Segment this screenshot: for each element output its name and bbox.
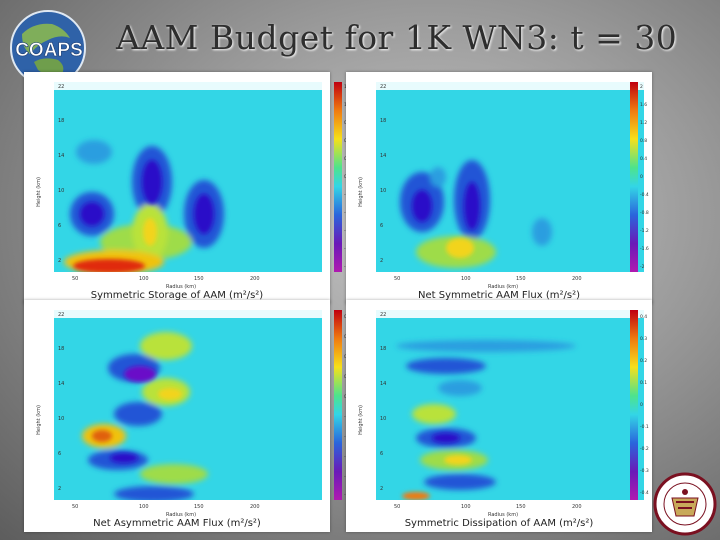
svg-text:22: 22 bbox=[58, 312, 64, 318]
svg-text:0.8: 0.8 bbox=[640, 138, 647, 144]
panel-caption: Net Asymmetric AAM Flux (m²/s²) bbox=[93, 518, 261, 529]
svg-text:-2: -2 bbox=[640, 264, 645, 270]
svg-text:-1.2: -1.2 bbox=[640, 228, 649, 234]
svg-text:10: 10 bbox=[380, 188, 386, 194]
svg-text:-0.1: -0.1 bbox=[640, 424, 649, 430]
ytick-label: 22 bbox=[58, 84, 64, 90]
contour-plot-asymmetric-flux: 22 18 14 10 6 2 bbox=[54, 310, 322, 500]
svg-text:150: 150 bbox=[194, 504, 204, 510]
svg-text:100: 100 bbox=[461, 276, 471, 282]
svg-text:150: 150 bbox=[516, 504, 526, 510]
x-axis: 50 100 150 200 Radius (km) bbox=[394, 276, 582, 290]
panel-net-symmetric-flux: 22 18 14 10 6 2 Height (km) 50 100 150 2… bbox=[346, 72, 652, 304]
contour-plot-symmetric-flux: 22 18 14 10 6 2 bbox=[376, 82, 644, 272]
ytick-label: 18 bbox=[58, 118, 64, 124]
svg-text:0: 0 bbox=[640, 402, 643, 408]
svg-text:Radius (km): Radius (km) bbox=[166, 512, 196, 518]
panel-symmetric-dissipation: 22 18 14 10 6 2 Height (km) 50 100 150 2… bbox=[346, 300, 652, 532]
university-seal bbox=[652, 472, 718, 536]
colorbar-symmetric-flux: 2 1.6 1.2 0.8 0.4 0 -0.4 -0.8 -1.2 -1.6 … bbox=[630, 82, 649, 272]
y-axis-label: Height (km) bbox=[358, 177, 364, 207]
svg-text:2: 2 bbox=[380, 258, 383, 264]
svg-text:14: 14 bbox=[380, 153, 386, 159]
contour-plot-storage: 22 18 14 10 6 2 bbox=[54, 82, 322, 272]
panel-caption: Symmetric Dissipation of AAM (m²/s²) bbox=[404, 518, 594, 529]
xtick-label: 100 bbox=[139, 276, 149, 282]
svg-text:2: 2 bbox=[58, 486, 61, 492]
svg-text:0: 0 bbox=[640, 174, 643, 180]
svg-text:6: 6 bbox=[58, 451, 61, 457]
svg-text:0.1: 0.1 bbox=[640, 380, 647, 386]
coaps-logo: COAPS bbox=[4, 4, 94, 88]
svg-text:Height (km): Height (km) bbox=[36, 405, 42, 435]
svg-text:10: 10 bbox=[380, 416, 386, 422]
panel-net-asymmetric-flux: 22 18 14 10 6 2 Height (km) 50 100 150 2… bbox=[24, 300, 356, 532]
svg-text:200: 200 bbox=[572, 504, 582, 510]
svg-text:150: 150 bbox=[516, 276, 526, 282]
xtick-label: 50 bbox=[72, 276, 78, 282]
svg-text:50: 50 bbox=[72, 504, 78, 510]
svg-text:14: 14 bbox=[380, 381, 386, 387]
svg-text:-0.3: -0.3 bbox=[640, 468, 649, 474]
y-axis-label: Height (km) bbox=[358, 405, 364, 435]
svg-text:6: 6 bbox=[380, 451, 383, 457]
xtick-label: 150 bbox=[194, 276, 204, 282]
svg-text:-1.6: -1.6 bbox=[640, 246, 649, 252]
svg-text:Radius (km): Radius (km) bbox=[488, 284, 518, 290]
x-axis: 50 100 150 200 Radius (km) bbox=[72, 504, 260, 518]
svg-text:10: 10 bbox=[58, 416, 64, 422]
svg-text:0.2: 0.2 bbox=[640, 358, 647, 364]
xtick-label: 200 bbox=[250, 276, 260, 282]
y-axis-label: Height (km) bbox=[36, 177, 42, 207]
svg-text:0.3: 0.3 bbox=[640, 336, 647, 342]
svg-text:18: 18 bbox=[380, 118, 386, 124]
svg-text:18: 18 bbox=[58, 346, 64, 352]
svg-text:2: 2 bbox=[380, 486, 383, 492]
panel-caption: Net Symmetric AAM Flux (m²/s²) bbox=[418, 290, 580, 301]
svg-text:18: 18 bbox=[380, 346, 386, 352]
svg-text:50: 50 bbox=[394, 504, 400, 510]
ytick-label: 14 bbox=[58, 153, 64, 159]
svg-text:50: 50 bbox=[394, 276, 400, 282]
svg-text:-0.8: -0.8 bbox=[640, 210, 649, 216]
x-axis: 50 100 150 200 Radius (km) bbox=[72, 276, 260, 290]
svg-text:-0.4: -0.4 bbox=[640, 192, 649, 198]
svg-text:22: 22 bbox=[380, 84, 386, 90]
slide-title: AAM Budget for 1K WN3: t = 30 bbox=[116, 18, 678, 57]
svg-text:6: 6 bbox=[380, 223, 383, 229]
svg-text:100: 100 bbox=[139, 504, 149, 510]
svg-text:Height (km): Height (km) bbox=[358, 177, 364, 207]
y-axis-label: Height (km) bbox=[36, 405, 42, 435]
svg-text:0: 0 bbox=[344, 174, 347, 180]
svg-text:0.4: 0.4 bbox=[640, 156, 647, 162]
svg-text:200: 200 bbox=[572, 276, 582, 282]
svg-text:14: 14 bbox=[58, 381, 64, 387]
svg-text:200: 200 bbox=[250, 504, 260, 510]
svg-text:0.4: 0.4 bbox=[640, 314, 647, 320]
svg-text:100: 100 bbox=[461, 504, 471, 510]
svg-text:Height (km): Height (km) bbox=[36, 177, 42, 207]
ytick-label: 10 bbox=[58, 188, 64, 194]
svg-text:1.6: 1.6 bbox=[640, 102, 647, 108]
svg-text:Radius (km): Radius (km) bbox=[488, 512, 518, 518]
panel-caption: Symmetric Storage of AAM (m²/s²) bbox=[90, 290, 264, 301]
svg-text:2: 2 bbox=[640, 84, 643, 90]
colorbar-dissipation: 0.4 0.3 0.2 0.1 0 -0.1 -0.2 -0.3 -0.4 bbox=[630, 310, 649, 500]
x-axis: 50 100 150 200 Radius (km) bbox=[394, 504, 582, 518]
ytick-label: 2 bbox=[58, 258, 61, 264]
x-axis-label: Radius (km) bbox=[166, 284, 196, 290]
ytick-label: 6 bbox=[58, 223, 61, 229]
panel-symmetric-storage: 22 18 14 10 6 2 Height (km) 50 100 150 2… bbox=[24, 72, 353, 304]
svg-text:Height (km): Height (km) bbox=[358, 405, 364, 435]
svg-text:-0.4: -0.4 bbox=[640, 490, 649, 496]
svg-text:-0.2: -0.2 bbox=[640, 446, 649, 452]
contour-plot-dissipation: 22 18 14 10 6 2 bbox=[376, 310, 644, 500]
svg-text:1.2: 1.2 bbox=[640, 120, 647, 126]
svg-text:COAPS: COAPS bbox=[15, 40, 83, 61]
svg-text:22: 22 bbox=[380, 312, 386, 318]
